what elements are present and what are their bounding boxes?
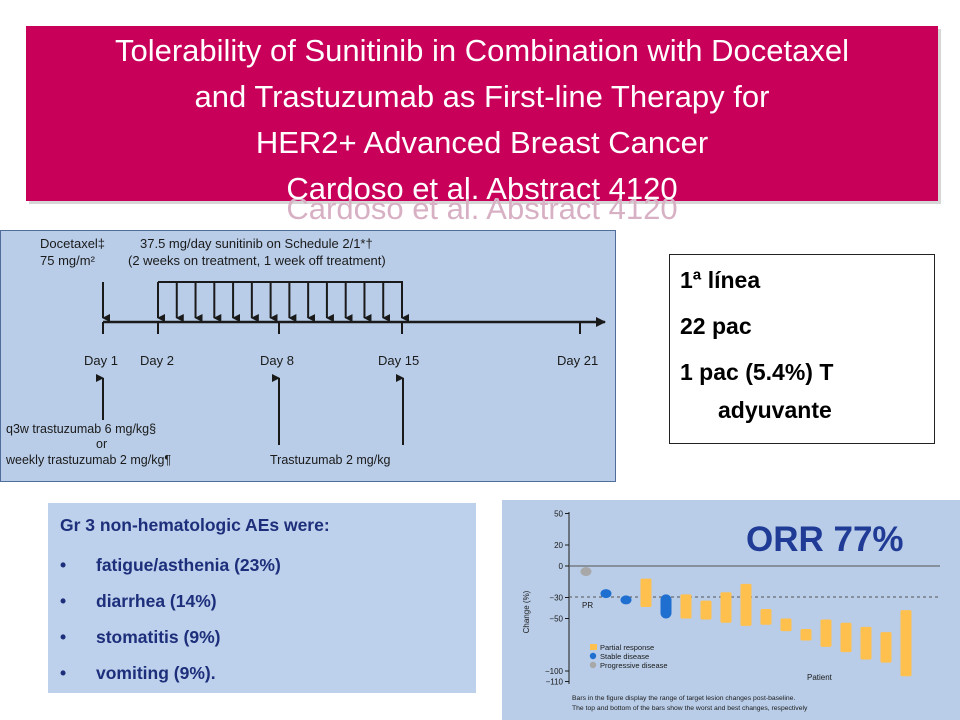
legend: Partial response Stable disease Progress…	[589, 643, 668, 670]
bullet: •	[60, 591, 67, 611]
title-line-3: HER2+ Advanced Breast Cancer	[255, 125, 709, 160]
day-15-label: Day 15	[378, 353, 419, 368]
trastuzumab-weekly-label: weekly trastuzumab 2 mg/kg¶	[5, 453, 171, 467]
sunitinib-label: 37.5 mg/day sunitinib on Schedule 2/1*†	[140, 236, 373, 251]
bar-patient-17	[900, 610, 912, 677]
bar-patient-1	[580, 567, 592, 577]
title-shadow-text: Cardoso et al. Abstract 4120	[286, 191, 678, 226]
x-axis-label: Patient	[807, 673, 833, 682]
bar-patient-8	[720, 592, 732, 623]
schedule-diagram: Docetaxel‡ 75 mg/m² 37.5 mg/day sunitini…	[5, 236, 606, 467]
bar-patient-7	[700, 600, 712, 620]
title-line-2: and Trastuzumab as First-line Therapy fo…	[194, 79, 770, 114]
bullet: •	[60, 627, 67, 647]
day-1-label: Day 1	[84, 353, 118, 368]
bar-patient-4	[640, 578, 652, 607]
orr-label: ORR 77%	[746, 520, 904, 559]
bar-patient-3	[620, 595, 632, 605]
y-ticks: 50 20 0 −30 −50 −100 −110	[545, 510, 569, 687]
info-line-3: 1 pac (5.4%) T	[680, 359, 834, 385]
y-axis-label: Change (%)	[522, 590, 531, 633]
waterfall-chart: Change (%) PR 50 20 0 −30 −50 −100 −110 Patien…	[522, 510, 940, 712]
bar-patient-14	[840, 622, 852, 653]
bar-patient-6	[680, 594, 692, 619]
y-tick-label: −100	[545, 667, 564, 676]
day-8-label: Day 8	[260, 353, 294, 368]
ae-item-1: • fatigue/asthenia (23%)	[60, 555, 281, 576]
bullet: •	[60, 663, 67, 683]
title-line-1: Tolerability of Sunitinib in Combination…	[114, 33, 850, 68]
info-line-4: adyuvante	[718, 397, 832, 423]
title-line-4: Cardoso et al. Abstract 4120	[286, 171, 678, 206]
ae-item-text: stomatitis (9%)	[96, 627, 221, 647]
legend-partial-response: Partial response	[600, 643, 654, 652]
bar-patient-15	[860, 626, 872, 660]
y-tick-label: −110	[546, 678, 564, 687]
study-info-box: 1ª línea 22 pac 1 pac (5.4%) T adyuvante	[669, 254, 935, 444]
docetaxel-label: Docetaxel‡	[40, 236, 105, 251]
legend-swatch-partial	[590, 644, 597, 650]
bar-patient-16	[880, 632, 892, 663]
ae-item-2: • diarrhea (14%)	[60, 591, 217, 612]
sunitinib-sub: (2 weeks on treatment, 1 week off treatm…	[128, 253, 386, 268]
title-banner	[26, 26, 938, 201]
y-tick-label: 0	[559, 562, 564, 571]
slide-title: Tolerability of Sunitinib in Combination…	[26, 28, 938, 212]
bars	[580, 567, 912, 677]
y-tick-label: −50	[549, 615, 563, 624]
y-tick-label: −30	[549, 594, 563, 603]
waterfall-chart-panel: Change (%) PR 50 20 0 −30 −50 −100 −110 Patien…	[502, 500, 960, 720]
footnote-line-1: Bars in the figure display the range of …	[572, 695, 795, 702]
info-line-2: 22 pac	[680, 313, 752, 339]
legend-swatch-stable	[589, 652, 597, 660]
ae-item-text: fatigue/asthenia (23%)	[96, 555, 281, 575]
bullet: •	[60, 555, 67, 575]
trastuzumab-q3w-label: q3w trastuzumab 6 mg/kg§	[6, 422, 156, 436]
bar-patient-13	[820, 619, 832, 647]
bar-patient-9	[740, 583, 752, 626]
bar-patient-10	[760, 609, 772, 625]
ae-item-4: • vomiting (9%).	[60, 663, 216, 684]
legend-swatch-progressive	[589, 661, 597, 669]
pr-label: PR	[582, 601, 593, 610]
ae-item-text: diarrhea (14%)	[96, 591, 217, 611]
bar-patient-12	[800, 629, 812, 641]
title-shadow: Cardoso et al. Abstract 4120	[26, 30, 938, 226]
sunitinib-daily-arrows	[157, 282, 409, 322]
ae-item-text: vomiting (9%).	[96, 663, 216, 683]
trastuzumab-day8-label: Trastuzumab 2 mg/kg	[270, 453, 390, 467]
day-21-label: Day 21	[557, 353, 598, 368]
y-tick-label: 50	[554, 510, 563, 519]
legend-stable-disease: Stable disease	[600, 652, 649, 661]
trastuzumab-or-label: or	[96, 437, 107, 451]
ae-heading: Gr 3 non-hematologic AEs were:	[60, 515, 330, 535]
docetaxel-dose: 75 mg/m²	[40, 253, 96, 268]
treatment-schedule-panel: Docetaxel‡ 75 mg/m² 37.5 mg/day sunitini…	[0, 230, 616, 482]
info-line-1: 1ª línea	[680, 267, 761, 293]
day-2-label: Day 2	[140, 353, 174, 368]
bar-patient-5	[660, 594, 672, 619]
ae-item-3: • stomatitis (9%)	[60, 627, 220, 648]
bar-patient-11	[780, 618, 792, 632]
bar-patient-2	[600, 589, 612, 599]
footnote-line-2: The top and bottom of the bars show the …	[572, 705, 808, 712]
adverse-events-box: Gr 3 non-hematologic AEs were: • fatigue/…	[48, 503, 476, 693]
y-tick-label: 20	[554, 541, 563, 550]
legend-progressive-disease: Progressive disease	[600, 661, 668, 670]
